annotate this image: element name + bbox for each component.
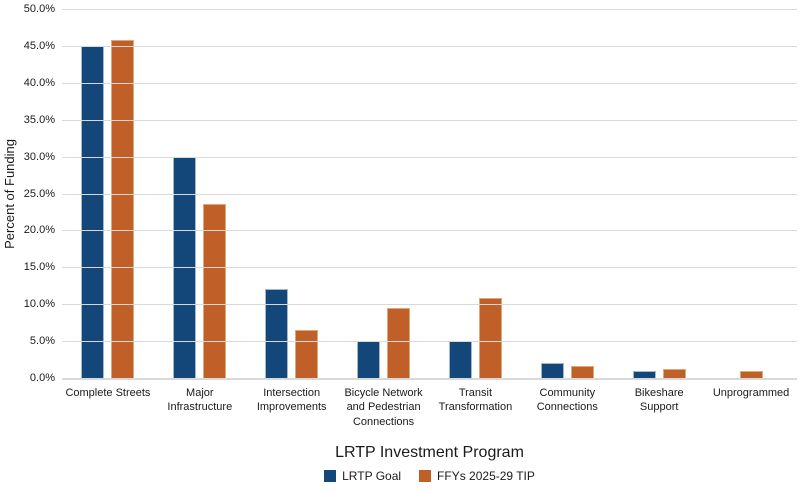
y-tick-label: 35.0%: [23, 113, 55, 126]
x-category-label: Community Connections: [536, 387, 598, 414]
category-column: [705, 9, 797, 378]
y-tick-label: 50.0%: [23, 3, 55, 15]
gridline: [62, 304, 797, 306]
y-tick-label: 20.0%: [23, 224, 55, 237]
bar: [265, 289, 289, 378]
gridline: [62, 193, 797, 195]
gridline: [62, 230, 797, 232]
category-column: [430, 9, 522, 378]
x-axis-title: LRTP Investment Program: [335, 444, 524, 461]
legend-swatch: [324, 470, 337, 482]
x-category-label: Bicycle Network and Pedestrian Connectio…: [344, 387, 423, 428]
bar: [111, 40, 135, 378]
y-tick-label: 40.0%: [23, 76, 55, 89]
x-category-label: Bikeshare Support: [634, 387, 684, 414]
legend-label: LRTP Goal: [342, 469, 402, 483]
bar: [295, 330, 319, 378]
gridline: [62, 156, 797, 158]
x-category-label: Intersection Improvements: [256, 387, 327, 414]
bar: [478, 297, 502, 378]
category-column: [62, 9, 154, 378]
x-category-label: Major Infrastructure: [167, 387, 233, 414]
x-category-label: Unprogrammed: [712, 387, 790, 399]
y-axis-tick-labels: 0.0% 5.0% 10.0% 15.0% 20.0% 25.0% 30.0% 35.0% 40…: [0, 3, 55, 384]
category-column: [521, 9, 613, 378]
y-tick-label: 30.0%: [23, 150, 55, 163]
gridline: [62, 119, 797, 121]
bar: [632, 370, 656, 378]
y-tick-label: 0.0%: [29, 372, 55, 384]
legend-item: LRTP Goal: [324, 469, 401, 483]
x-category-label: Complete Streets: [65, 387, 151, 399]
category-column: [613, 9, 705, 378]
y-tick-label: 5.0%: [29, 335, 55, 348]
bar: [540, 363, 564, 378]
x-axis-category-labels: Complete Streets Major Infrastructure Inte…: [62, 386, 797, 429]
legend-label: FFYs 2025-29 TIP: [437, 469, 535, 483]
gridline: [62, 267, 797, 269]
gridline: [62, 9, 797, 10]
bar: [81, 45, 105, 378]
bar: [662, 369, 686, 378]
legend-swatch: [419, 470, 432, 482]
y-tick-label: 45.0%: [23, 39, 55, 52]
plot-area: [62, 9, 797, 380]
bar: [387, 307, 411, 378]
gridline: [62, 45, 797, 47]
legend-item: FFYs 2025-29 TIP: [419, 469, 535, 483]
y-tick-label: 25.0%: [23, 187, 55, 200]
gridline: [62, 82, 797, 84]
x-category-label: Transit Transformation: [438, 387, 513, 414]
y-tick-label: 10.0%: [23, 298, 55, 311]
legend: LRTP Goal FFYs 2025-29 TIP: [62, 469, 797, 483]
bar: [570, 366, 594, 378]
bar: [739, 371, 763, 378]
gridline: [62, 341, 797, 343]
category-column: [338, 9, 430, 378]
y-tick-label: 15.0%: [23, 261, 55, 274]
bar: [448, 341, 472, 378]
bar: [357, 341, 381, 378]
bar: [203, 203, 227, 378]
